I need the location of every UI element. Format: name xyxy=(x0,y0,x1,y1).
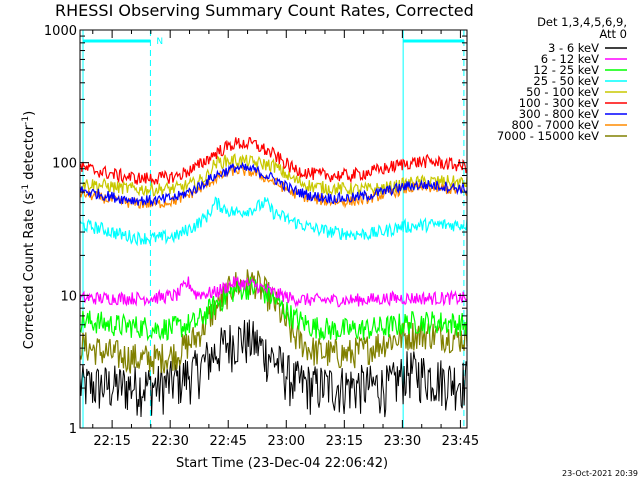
y-axis-label-part3: ) xyxy=(22,111,37,116)
y-axis: 1 10 100 1000 xyxy=(44,24,467,437)
series-line xyxy=(79,161,468,207)
legend-label: 6 - 12 keV xyxy=(541,52,599,66)
y-axis-label-sup1: -1 xyxy=(21,184,31,193)
footer-timestamp: 23-Oct-2021 20:39 xyxy=(562,469,638,478)
series-line xyxy=(79,275,468,308)
series-6-12keV xyxy=(79,275,468,308)
y-axis-label-part1: Corrected Count Rate (s xyxy=(22,193,37,350)
legend-label: 25 - 50 keV xyxy=(533,74,599,88)
series-100-300keV xyxy=(79,136,468,185)
series-300-800keV xyxy=(79,161,468,207)
y-axis-label-part2: detector xyxy=(22,124,37,184)
series-line xyxy=(79,319,468,418)
series-line xyxy=(79,276,468,342)
x-tick-label: 23:15 xyxy=(326,434,363,449)
x-tick-label: 23:00 xyxy=(268,434,305,449)
legend-label: 7000 - 15000 keV xyxy=(497,129,599,143)
legend-label: 3 - 6 keV xyxy=(548,41,599,55)
x-tick-label: 22:15 xyxy=(93,434,130,449)
series-line xyxy=(79,153,468,197)
y-axis-label: Corrected Count Rate (s-1 detector-1) xyxy=(21,111,37,349)
x-tick-label: 22:45 xyxy=(209,434,246,449)
series-25-50keV xyxy=(79,196,468,247)
series-3-6keV xyxy=(79,319,468,418)
series-12-25keV xyxy=(79,276,468,342)
y-axis-label-sup2: -1 xyxy=(21,116,31,125)
legend-label: 100 - 300 keV xyxy=(519,96,599,110)
plot-frame xyxy=(79,29,468,429)
x-tick-label: 22:30 xyxy=(151,434,188,449)
series-layer xyxy=(79,136,468,418)
series-50-100keV xyxy=(79,153,468,197)
x-axis: 22:15 22:30 22:45 23:00 23:15 23:30 23:45 xyxy=(92,30,479,449)
legend-header-line1: Det 1,3,4,5,6,9, xyxy=(537,15,627,29)
x-tick-label: 23:30 xyxy=(384,434,421,449)
y-tick-label: 1000 xyxy=(44,24,77,39)
x-axis-label: Start Time (23-Dec-04 22:06:42) xyxy=(176,456,388,471)
y-tick-label: 10 xyxy=(60,289,77,304)
legend-label: 800 - 7000 keV xyxy=(511,118,599,132)
x-tick-label: 23:45 xyxy=(442,434,479,449)
y-tick-label: 1 xyxy=(69,422,77,437)
legend-label: 12 - 25 keV xyxy=(533,63,599,77)
night-marker-label: N xyxy=(156,37,163,47)
series-line xyxy=(79,196,468,247)
legend-label: 50 - 100 keV xyxy=(526,85,599,99)
chart-title: RHESSI Observing Summary Count Rates, Co… xyxy=(55,1,474,20)
legend-header-line2: Att 0 xyxy=(599,27,627,41)
series-line xyxy=(79,136,468,185)
y-tick-label: 100 xyxy=(52,157,77,172)
legend-label: 300 - 800 keV xyxy=(519,107,599,121)
